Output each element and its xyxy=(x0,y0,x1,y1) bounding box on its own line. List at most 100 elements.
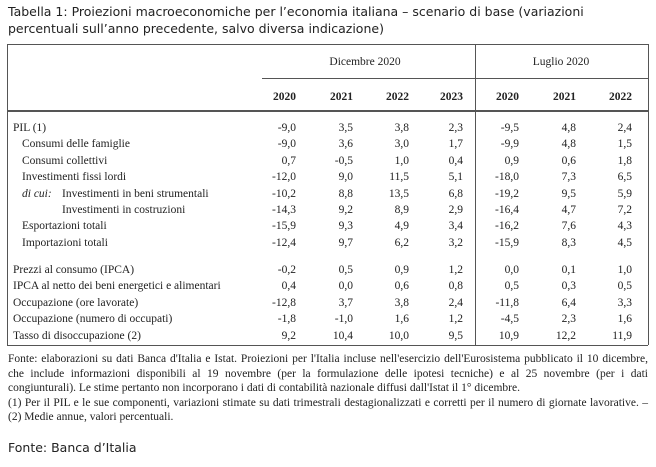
cell-value: 9,0 xyxy=(338,171,353,184)
cell-value: 3,6 xyxy=(338,138,353,151)
cell-value: 0,5 xyxy=(504,280,519,293)
cell-value: 3,2 xyxy=(448,236,463,249)
cell-value: -12,4 xyxy=(272,236,296,249)
year-header: 2020 xyxy=(496,91,519,103)
cell-value: -16,2 xyxy=(495,220,519,233)
cell-value: -1,0 xyxy=(334,313,353,326)
cell-value: 3,4 xyxy=(448,220,463,233)
cell-value: -9,0 xyxy=(277,138,296,151)
cell-value: 7,2 xyxy=(617,204,632,216)
row-label: Investimenti fissi lordi xyxy=(22,171,127,184)
cell-value: 11,5 xyxy=(389,171,409,184)
cell-value: -11,8 xyxy=(495,296,519,309)
note: (1) Per il PIL e le sue componenti, vari… xyxy=(8,396,648,424)
row-label: Consumi delle famiglie xyxy=(22,138,130,151)
cell-value: 0,8 xyxy=(448,280,463,293)
cell-value: 0,9 xyxy=(504,154,519,167)
cell-value: 1,7 xyxy=(448,138,463,151)
year-header: 2020 xyxy=(273,91,296,103)
cell-value: 2,3 xyxy=(561,313,576,326)
cell-value: -9,9 xyxy=(500,138,519,151)
cell-value: 9,5 xyxy=(561,187,576,200)
cell-value: 11,9 xyxy=(612,329,632,342)
cell-value: 4,7 xyxy=(561,204,576,216)
cell-value: 5,9 xyxy=(617,187,632,200)
cell-value: 1,5 xyxy=(617,138,632,151)
cell-value: 12,2 xyxy=(555,329,576,342)
cell-value: 10,9 xyxy=(498,329,519,342)
cell-value: 2,3 xyxy=(448,122,463,134)
border xyxy=(648,44,649,345)
row-label: Occupazione (numero di occupati) xyxy=(13,313,173,326)
cell-value: 1,2 xyxy=(448,313,463,326)
row-label: IPCA al netto dei beni energetici e alim… xyxy=(13,280,221,293)
cell-value: -15,9 xyxy=(495,236,519,249)
cell-value: 0,4 xyxy=(281,280,296,293)
rule xyxy=(7,110,648,112)
cell-value: -16,4 xyxy=(495,204,519,216)
cell-value: 1,0 xyxy=(394,154,409,167)
cell-value: 3,8 xyxy=(394,296,409,309)
cell-value: 4,3 xyxy=(617,220,632,233)
cell-value: 3,0 xyxy=(394,138,409,151)
cell-value: -0,5 xyxy=(334,154,353,167)
row-label: Prezzi al consumo (IPCA) xyxy=(13,264,135,276)
cell-value: -19,2 xyxy=(495,187,519,200)
cell-value: 0,7 xyxy=(281,154,296,167)
cell-value: 1,8 xyxy=(617,154,632,167)
row-label: PIL (1) xyxy=(13,122,47,134)
cell-value: -12,0 xyxy=(272,171,296,184)
row-label: Esportazioni totali xyxy=(22,220,107,233)
cell-value: -4,5 xyxy=(500,313,519,326)
cell-value: 3,7 xyxy=(338,296,353,309)
cell-value: 7,3 xyxy=(561,171,576,184)
note: Fonte: elaborazioni su dati Banca d'Ital… xyxy=(8,353,648,394)
cell-value: 0,0 xyxy=(338,280,353,293)
cell-value: 6,8 xyxy=(448,187,463,200)
cell-value: 0,5 xyxy=(338,264,353,276)
cell-value: 0,0 xyxy=(504,264,519,276)
cell-value: 1,6 xyxy=(617,313,632,326)
cell-value: 2,4 xyxy=(617,122,632,134)
cell-value: 9,2 xyxy=(281,329,296,342)
cell-value: 0,3 xyxy=(561,280,576,293)
row-label: Tasso di disoccupazione (2) xyxy=(13,329,141,342)
cell-value: 9,2 xyxy=(338,204,353,216)
cell-value: 1,2 xyxy=(448,264,463,276)
cell-value: 8,9 xyxy=(394,204,409,216)
cell-value: 3,8 xyxy=(394,122,409,134)
cell-value: 0,6 xyxy=(561,154,576,167)
cell-value: 10,0 xyxy=(388,329,409,342)
cell-value: 6,4 xyxy=(561,296,576,309)
border xyxy=(475,44,476,345)
cell-value: -9,5 xyxy=(500,122,519,134)
cell-value: 0,4 xyxy=(448,154,463,167)
cell-value: 3,5 xyxy=(338,122,353,134)
group-header: Dicembre 2020 xyxy=(329,56,401,68)
row-label: Occupazione (ore lavorate) xyxy=(13,296,139,309)
cell-value: 3,3 xyxy=(617,296,632,309)
row-label: Investimenti in costruzioni xyxy=(62,204,186,216)
row-label: Importazioni totali xyxy=(22,236,108,249)
source: Fonte: Banca d’Italia xyxy=(8,440,137,455)
cell-value: 4,5 xyxy=(617,236,632,249)
cell-value: 9,7 xyxy=(338,236,353,249)
cell-value: 4,9 xyxy=(394,220,409,233)
notes: Fonte: elaborazioni su dati Banca d'Ital… xyxy=(8,352,648,425)
cell-value: 1,6 xyxy=(394,313,409,326)
border xyxy=(7,345,648,346)
cell-value: 0,5 xyxy=(617,280,632,293)
title: Tabella 1: Proiezioni macroeconomiche pe… xyxy=(8,4,584,36)
border xyxy=(7,44,8,345)
cell-value: -1,8 xyxy=(277,313,296,326)
cell-value: -18,0 xyxy=(495,171,519,184)
cell-value: -12,8 xyxy=(272,296,296,309)
cell-value: 6,5 xyxy=(617,171,632,184)
cell-value: 0,9 xyxy=(394,264,409,276)
group-header: Luglio 2020 xyxy=(532,56,590,68)
cell-value: 8,3 xyxy=(561,236,576,249)
cell-value: 6,2 xyxy=(394,236,409,249)
cell-value: 13,5 xyxy=(388,187,409,200)
cell-value: 0,1 xyxy=(561,264,576,276)
